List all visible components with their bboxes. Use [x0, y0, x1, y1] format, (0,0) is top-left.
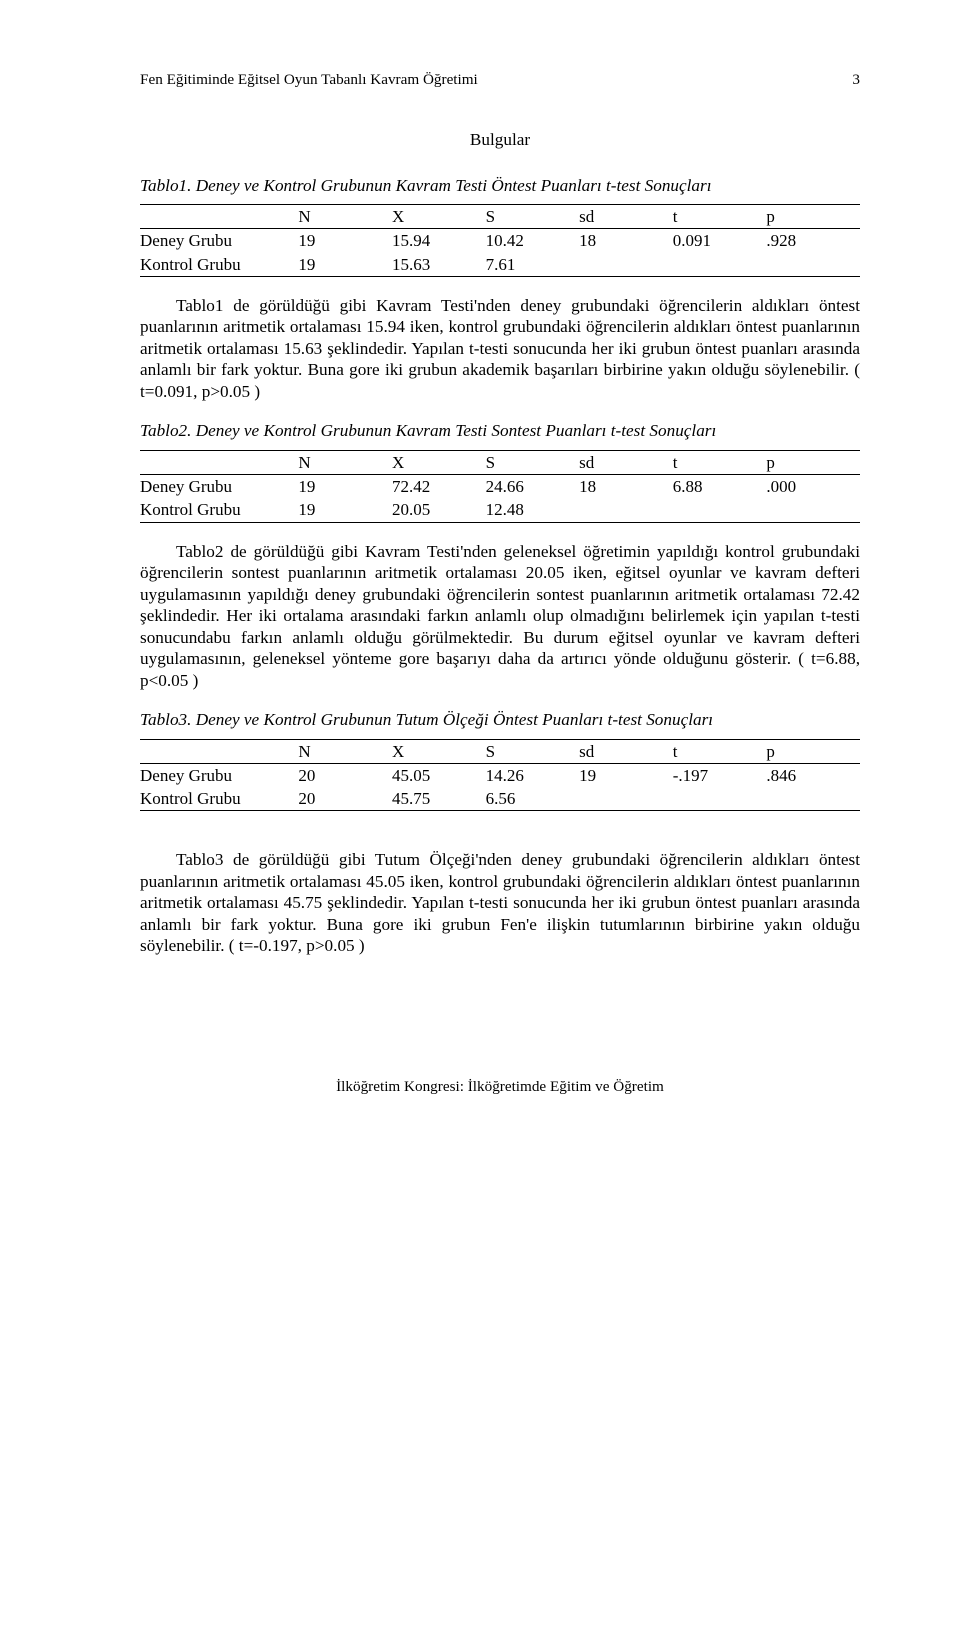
col-t: t: [673, 450, 767, 474]
row-label: Kontrol Grubu: [140, 787, 298, 811]
cell: 19: [298, 475, 392, 499]
col-p: p: [766, 205, 860, 229]
col-sd: sd: [579, 739, 673, 763]
cell: 20: [298, 787, 392, 811]
table-header-row: N X S sd t p: [140, 450, 860, 474]
cell: .846: [766, 763, 860, 787]
row-label: Deney Grubu: [140, 763, 298, 787]
cell: 6.88: [673, 475, 767, 499]
col-t: t: [673, 739, 767, 763]
table-row: Deney Grubu 20 45.05 14.26 19 -.197 .846: [140, 763, 860, 787]
cell: [579, 787, 673, 811]
cell: 0.091: [673, 229, 767, 253]
table1-label: Tablo1.: [140, 176, 191, 195]
cell: [766, 498, 860, 522]
cell: 45.75: [392, 787, 486, 811]
col-n: N: [298, 739, 392, 763]
cell: 19: [579, 763, 673, 787]
table3-caption-text: Deney ve Kontrol Grubunun Tutum Ölçeği Ö…: [191, 710, 713, 729]
cell: 15.94: [392, 229, 486, 253]
cell: 15.63: [392, 253, 486, 277]
table2: N X S sd t p Deney Grubu 19 72.42 24.66 …: [140, 450, 860, 523]
running-header: Fen Eğitiminde Eğitsel Oyun Tabanlı Kavr…: [140, 70, 860, 89]
table2-caption-text: Deney ve Kontrol Grubunun Kavram Testi S…: [191, 421, 716, 440]
col-p: p: [766, 450, 860, 474]
table3-caption: Tablo3. Deney ve Kontrol Grubunun Tutum …: [140, 709, 860, 731]
cell: [673, 253, 767, 277]
section-title: Bulgular: [140, 129, 860, 151]
cell: [673, 787, 767, 811]
table-header-row: N X S sd t p: [140, 205, 860, 229]
table1-caption-text: Deney ve Kontrol Grubunun Kavram Testi Ö…: [191, 176, 711, 195]
cell: 10.42: [486, 229, 580, 253]
col-n: N: [298, 450, 392, 474]
table1: N X S sd t p Deney Grubu 19 15.94 10.42 …: [140, 204, 860, 277]
table-row: Kontrol Grubu 20 45.75 6.56: [140, 787, 860, 811]
cell: .000: [766, 475, 860, 499]
col-p: p: [766, 739, 860, 763]
cell: 24.66: [486, 475, 580, 499]
col-s: S: [486, 205, 580, 229]
cell: -.197: [673, 763, 767, 787]
cell: 45.05: [392, 763, 486, 787]
col-s: S: [486, 450, 580, 474]
paragraph-1: Tablo1 de görüldüğü gibi Kavram Testi'nd…: [140, 295, 860, 403]
cell: 72.42: [392, 475, 486, 499]
cell: .928: [766, 229, 860, 253]
table-row: Kontrol Grubu 19 15.63 7.61: [140, 253, 860, 277]
cell: [579, 498, 673, 522]
cell: [766, 787, 860, 811]
cell: [579, 253, 673, 277]
cell: 20.05: [392, 498, 486, 522]
table1-caption: Tablo1. Deney ve Kontrol Grubunun Kavram…: [140, 175, 860, 197]
row-label: Kontrol Grubu: [140, 498, 298, 522]
col-s: S: [486, 739, 580, 763]
col-x: X: [392, 450, 486, 474]
cell: 20: [298, 763, 392, 787]
running-title: Fen Eğitiminde Eğitsel Oyun Tabanlı Kavr…: [140, 70, 478, 89]
cell: 18: [579, 475, 673, 499]
row-label: Kontrol Grubu: [140, 253, 298, 277]
cell: 18: [579, 229, 673, 253]
col-sd: sd: [579, 450, 673, 474]
paragraph-2: Tablo2 de görüldüğü gibi Kavram Testi'nd…: [140, 541, 860, 692]
cell: [673, 498, 767, 522]
table-row: Deney Grubu 19 15.94 10.42 18 0.091 .928: [140, 229, 860, 253]
table-header-row: N X S sd t p: [140, 739, 860, 763]
table-row: Kontrol Grubu 19 20.05 12.48: [140, 498, 860, 522]
table2-caption: Tablo2. Deney ve Kontrol Grubunun Kavram…: [140, 420, 860, 442]
cell: 19: [298, 229, 392, 253]
cell: 19: [298, 498, 392, 522]
cell: 19: [298, 253, 392, 277]
table2-label: Tablo2.: [140, 421, 191, 440]
page-number: 3: [852, 70, 860, 89]
cell: [766, 253, 860, 277]
cell: 7.61: [486, 253, 580, 277]
row-label: Deney Grubu: [140, 475, 298, 499]
table3: N X S sd t p Deney Grubu 20 45.05 14.26 …: [140, 739, 860, 812]
table-row: Deney Grubu 19 72.42 24.66 18 6.88 .000: [140, 475, 860, 499]
col-t: t: [673, 205, 767, 229]
col-n: N: [298, 205, 392, 229]
cell: 6.56: [486, 787, 580, 811]
col-sd: sd: [579, 205, 673, 229]
cell: 14.26: [486, 763, 580, 787]
col-x: X: [392, 739, 486, 763]
footer-text: İlköğretim Kongresi: İlköğretimde Eğitim…: [140, 1077, 860, 1096]
col-x: X: [392, 205, 486, 229]
cell: 12.48: [486, 498, 580, 522]
row-label: Deney Grubu: [140, 229, 298, 253]
table3-label: Tablo3.: [140, 710, 191, 729]
paragraph-3: Tablo3 de görüldüğü gibi Tutum Ölçeği'nd…: [140, 849, 860, 957]
